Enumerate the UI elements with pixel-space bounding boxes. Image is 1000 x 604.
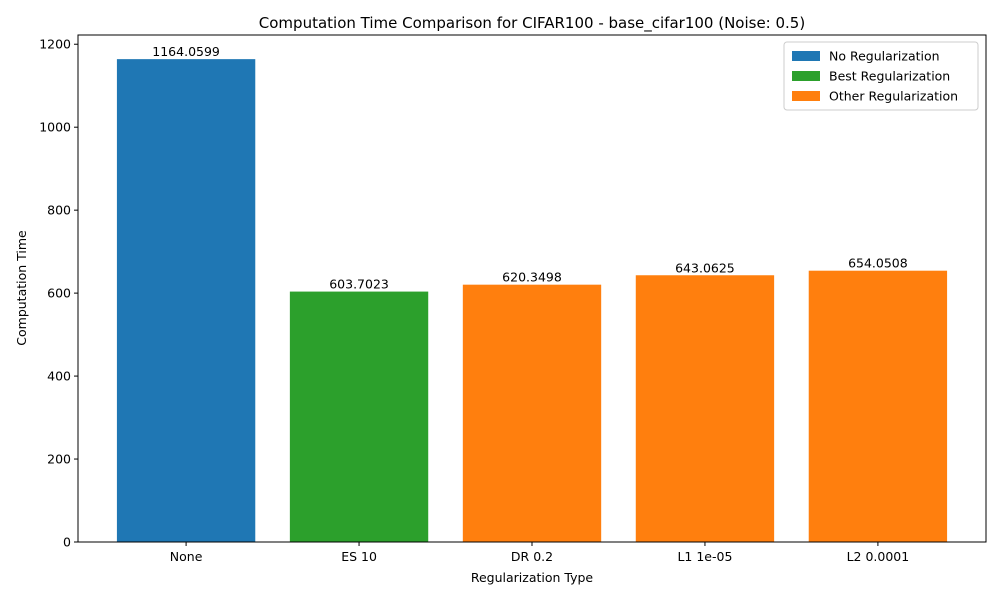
bar-value-label: 643.0625 [675, 260, 735, 275]
y-tick-label: 600 [47, 286, 71, 301]
legend-swatch [792, 71, 820, 81]
bar [289, 291, 429, 542]
y-axis: 0 200 400 600 800 1000 1200 [39, 37, 78, 550]
x-tick-label: ES 10 [341, 549, 377, 564]
y-tick-label: 400 [47, 369, 71, 384]
y-tick-label: 1200 [39, 37, 71, 52]
bar-value-label: 654.0508 [848, 256, 908, 271]
y-tick-label: 1000 [39, 120, 71, 135]
legend-label: Best Regularization [829, 69, 950, 84]
x-axis: None ES 10 DR 0.2 L1 1e-05 L2 0.0001 [170, 542, 909, 564]
x-tick-label: DR 0.2 [511, 549, 553, 564]
bar-value-label: 620.3498 [502, 270, 562, 285]
x-tick-label: L1 1e-05 [677, 549, 732, 564]
legend-swatch [792, 51, 820, 61]
y-tick-label: 0 [63, 535, 71, 550]
bar [116, 59, 256, 542]
bars-layer [116, 59, 948, 542]
legend-label: No Regularization [829, 49, 940, 64]
bar-value-label: 603.7023 [329, 277, 389, 292]
y-tick-label: 200 [47, 452, 71, 467]
y-axis-label: Computation Time [14, 230, 29, 346]
x-axis-label: Regularization Type [471, 570, 594, 585]
x-tick-label: None [170, 549, 203, 564]
bar [462, 284, 602, 542]
legend-label: Other Regularization [829, 89, 958, 104]
value-labels-layer: 1164.0599 603.7023 620.3498 643.0625 654.050… [152, 44, 907, 291]
x-tick-label: L2 0.0001 [847, 549, 910, 564]
bar [635, 275, 775, 542]
legend-box [783, 41, 979, 111]
legend-swatch [792, 91, 820, 101]
bar [808, 270, 948, 542]
bar-value-label: 1164.0599 [152, 44, 220, 59]
chart-title: Computation Time Comparison for CIFAR100… [259, 14, 805, 33]
legend: No Regularization Best Regularization Othe… [783, 41, 979, 111]
y-tick-label: 800 [47, 203, 71, 218]
